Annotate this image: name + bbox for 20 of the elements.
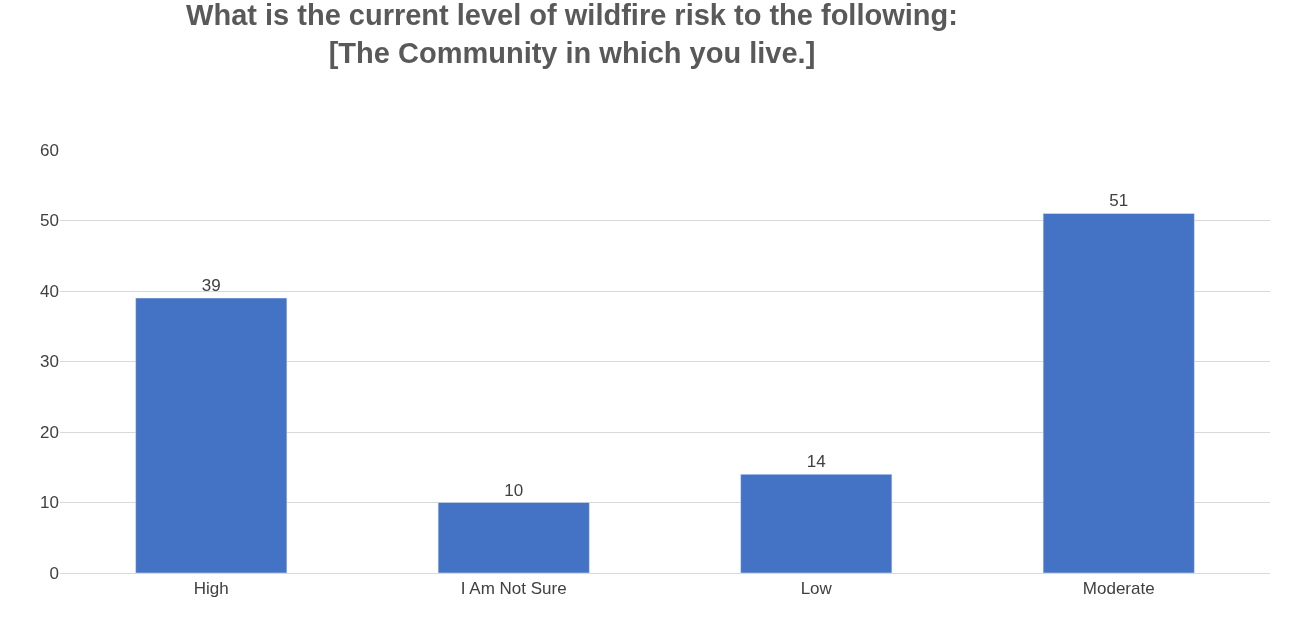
y-tick-label: 20	[40, 422, 59, 442]
x-tick-label: Moderate	[1082, 579, 1155, 599]
bar	[1042, 213, 1195, 573]
bar	[740, 474, 893, 573]
y-tick-label: 30	[40, 352, 59, 372]
y-tick-label: 50	[40, 211, 59, 231]
data-label: 10	[504, 480, 524, 500]
x-tick-label: Low	[800, 579, 833, 599]
y-tick-label: 40	[40, 281, 59, 301]
bar	[135, 297, 288, 573]
y-tick-label: 10	[40, 493, 59, 513]
data-label: 14	[806, 452, 826, 472]
x-tick-label: High	[193, 579, 229, 599]
y-tick-label: 60	[40, 140, 59, 160]
y-tick-label: 0	[49, 563, 59, 583]
x-tick-label: I Am Not Sure	[460, 579, 567, 599]
data-label: 39	[201, 276, 221, 296]
data-label: 51	[1109, 191, 1129, 211]
chart-title: What is the current level of wildfire risk to the following: [The Community in which you live.]	[186, 0, 958, 69]
bar	[437, 502, 590, 573]
